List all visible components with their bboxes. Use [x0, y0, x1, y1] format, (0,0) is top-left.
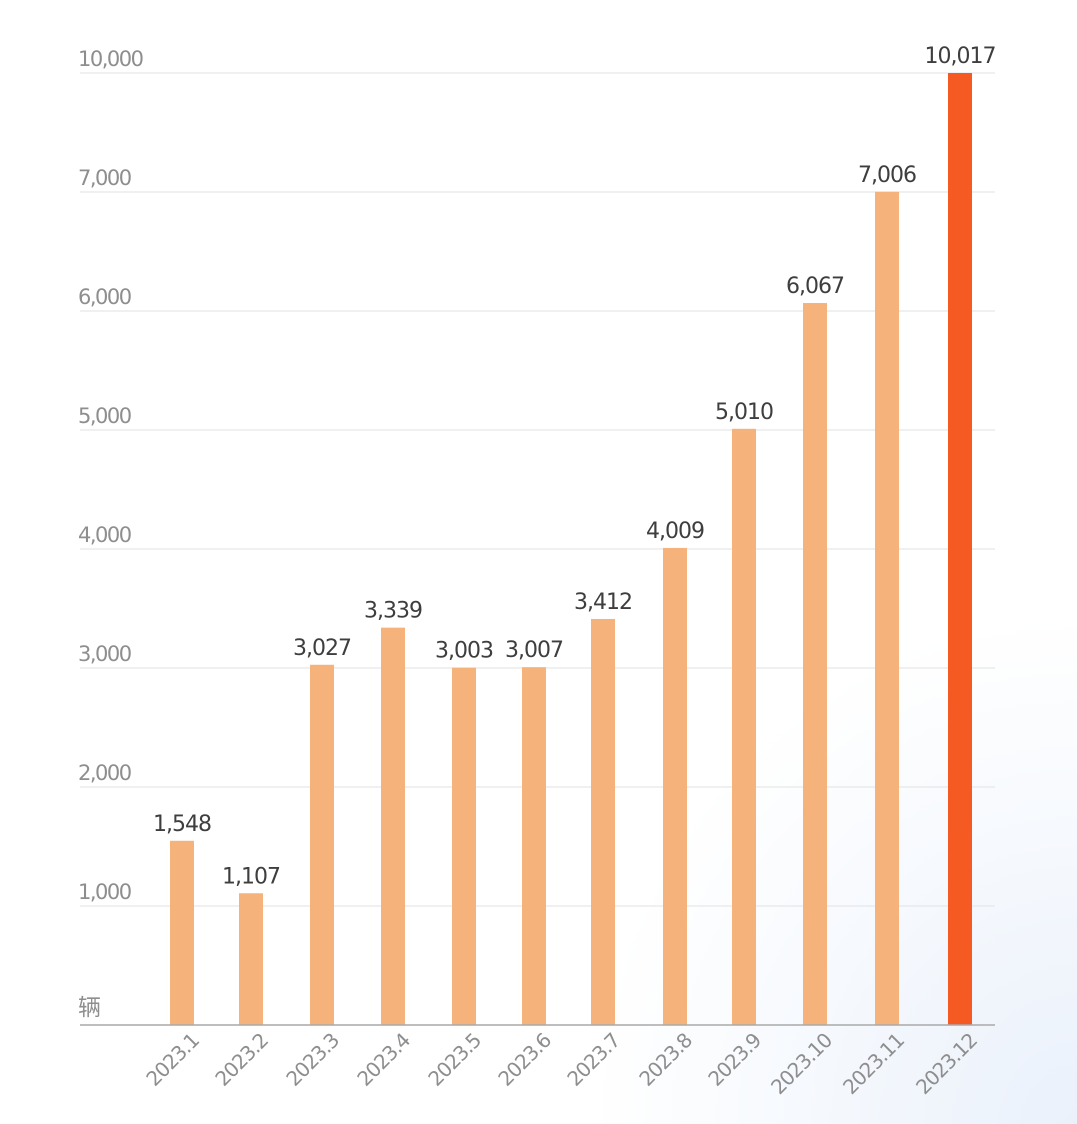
y-tick-label: 5,000 — [78, 404, 131, 428]
y-tick-label: 6,000 — [78, 285, 131, 309]
bar-value-label: 1,107 — [222, 864, 280, 889]
x-tick-label: 2023.3 — [281, 1028, 343, 1090]
y-axis-ticks: 1,000 2,000 3,000 4,000 5,000 6,000 7,000 10,00… — [78, 47, 144, 904]
bar — [170, 840, 194, 1025]
y-tick-label: 10,000 — [78, 47, 143, 71]
x-tick-label: 2023.5 — [423, 1029, 485, 1091]
x-tick-label: 2023.12 — [911, 1029, 982, 1100]
bar — [381, 627, 405, 1025]
bar — [452, 667, 476, 1025]
y-tick-label: 4,000 — [78, 523, 131, 547]
bar — [239, 893, 263, 1025]
bar-value-label: 3,027 — [293, 636, 351, 661]
x-tick-label: 2023.7 — [562, 1028, 624, 1090]
bar — [591, 618, 615, 1025]
bar-value-label: 3,003 — [435, 639, 493, 664]
bar-highlight — [948, 73, 972, 1025]
bar-value-label: 3,339 — [364, 599, 422, 624]
y-axis-unit-label: 辆 — [78, 995, 101, 1021]
x-tick-label: 2023.11 — [838, 1029, 909, 1100]
bar — [803, 303, 827, 1026]
x-tick-label: 2023.6 — [493, 1028, 555, 1090]
x-tick-label: 2023.10 — [766, 1028, 837, 1099]
bar — [522, 667, 546, 1025]
bar-value-label: 4,009 — [646, 519, 704, 544]
bar — [310, 664, 334, 1025]
bar — [732, 428, 756, 1025]
bar-value-label: 6,067 — [786, 274, 844, 299]
x-tick-label: 2023.4 — [352, 1028, 414, 1090]
x-tick-label: 2023.9 — [703, 1028, 765, 1090]
bar-value-label: 7,006 — [858, 163, 916, 188]
bar-value-label: 3,412 — [574, 590, 632, 615]
bars — [170, 73, 972, 1026]
y-tick-label: 2,000 — [78, 761, 131, 785]
x-tick-label: 2023.2 — [210, 1029, 272, 1091]
bar — [663, 547, 687, 1025]
value-labels: 1,548 1,107 3,027 3,339 3,003 3,007 3,412 4,009… — [153, 44, 996, 889]
bar-value-label: 10,017 — [925, 44, 996, 69]
bar-value-label: 1,548 — [153, 812, 211, 837]
y-tick-label: 3,000 — [78, 642, 131, 666]
y-tick-label: 7,000 — [78, 166, 131, 190]
bar-value-label: 5,010 — [715, 400, 773, 425]
y-tick-label: 1,000 — [78, 880, 131, 904]
bar-value-label: 3,007 — [505, 638, 563, 663]
x-tick-label: 2023.8 — [634, 1028, 696, 1090]
x-axis-labels: 2023.1 2023.2 2023.3 2023.4 2023.5 2023.6 2023… — [141, 1028, 981, 1099]
bar — [875, 191, 899, 1026]
x-tick-label: 2023.1 — [141, 1029, 203, 1091]
